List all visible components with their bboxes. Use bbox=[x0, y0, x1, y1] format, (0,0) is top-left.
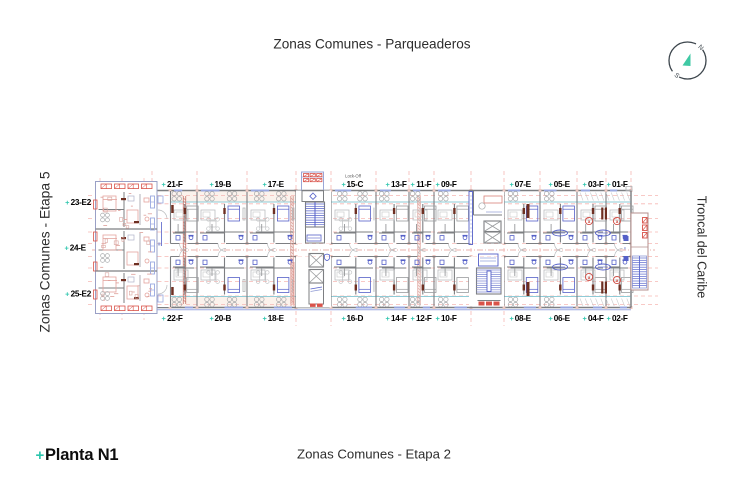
svg-text:22-F: 22-F bbox=[167, 314, 183, 323]
svg-text:+: + bbox=[549, 314, 554, 323]
svg-text:N: N bbox=[696, 44, 704, 53]
svg-text:+: + bbox=[65, 290, 70, 299]
svg-text:▮: ▮ bbox=[624, 246, 626, 250]
svg-text:+: + bbox=[65, 198, 70, 207]
svg-text:08-E: 08-E bbox=[515, 314, 532, 323]
svg-text:Planta N1: Planta N1 bbox=[45, 446, 118, 464]
svg-text:+: + bbox=[510, 314, 515, 323]
svg-text:+: + bbox=[510, 180, 515, 189]
svg-text:+: + bbox=[65, 244, 70, 253]
svg-text:+: + bbox=[436, 180, 441, 189]
svg-text:25-E2: 25-E2 bbox=[71, 290, 92, 299]
svg-text:+: + bbox=[210, 314, 215, 323]
svg-text:16-D: 16-D bbox=[347, 314, 364, 323]
svg-text:Lock-Off: Lock-Off bbox=[345, 174, 362, 179]
svg-text:09-F: 09-F bbox=[441, 180, 457, 189]
svg-text:+: + bbox=[583, 180, 588, 189]
svg-text:07-E: 07-E bbox=[515, 180, 532, 189]
svg-text:Troncal del Caribe: Troncal del Caribe bbox=[695, 196, 709, 298]
svg-text:19-B: 19-B bbox=[215, 180, 232, 189]
svg-text:+: + bbox=[549, 180, 554, 189]
svg-text:a: a bbox=[588, 275, 591, 280]
svg-text:+: + bbox=[263, 180, 268, 189]
svg-text:+: + bbox=[386, 180, 391, 189]
svg-text:21-F: 21-F bbox=[167, 180, 183, 189]
svg-text:06-E: 06-E bbox=[554, 314, 571, 323]
svg-text:+: + bbox=[162, 314, 167, 323]
svg-text:S: S bbox=[673, 72, 681, 81]
svg-text:+: + bbox=[342, 180, 347, 189]
svg-text:18-E: 18-E bbox=[268, 314, 285, 323]
svg-text:a: a bbox=[616, 278, 619, 283]
svg-text:01-F: 01-F bbox=[612, 180, 628, 189]
svg-text:+: + bbox=[607, 180, 612, 189]
svg-text:03-F: 03-F bbox=[588, 180, 604, 189]
svg-text:11-F: 11-F bbox=[416, 180, 431, 189]
svg-text:20-B: 20-B bbox=[215, 314, 232, 323]
svg-text:+: + bbox=[36, 447, 45, 464]
svg-text:04-F: 04-F bbox=[588, 314, 604, 323]
svg-text:+: + bbox=[162, 180, 167, 189]
svg-text:17-E: 17-E bbox=[268, 180, 285, 189]
svg-text:Zonas Comunes - Etapa 5: Zonas Comunes - Etapa 5 bbox=[38, 171, 53, 332]
svg-text:23-E2: 23-E2 bbox=[71, 198, 92, 207]
svg-text:Zonas Comunes - Parqueaderos: Zonas Comunes - Parqueaderos bbox=[273, 37, 470, 52]
svg-text:10-F: 10-F bbox=[441, 314, 457, 323]
svg-text:14-F: 14-F bbox=[391, 314, 407, 323]
svg-text:+: + bbox=[411, 180, 416, 189]
svg-text:a: a bbox=[616, 219, 619, 224]
svg-text:a: a bbox=[588, 219, 591, 224]
svg-text:+: + bbox=[583, 314, 588, 323]
svg-text:15-C: 15-C bbox=[347, 180, 364, 189]
svg-text:02-F: 02-F bbox=[612, 314, 628, 323]
svg-text:+: + bbox=[263, 314, 268, 323]
svg-text:+: + bbox=[386, 314, 391, 323]
svg-text:+: + bbox=[210, 180, 215, 189]
svg-text:Zonas Comunes - Etapa 2: Zonas Comunes - Etapa 2 bbox=[297, 447, 451, 462]
svg-text:▮▮: ▮▮ bbox=[157, 242, 161, 246]
svg-text:05-E: 05-E bbox=[554, 180, 571, 189]
svg-text:+: + bbox=[411, 314, 416, 323]
svg-text:+: + bbox=[342, 314, 347, 323]
svg-text:+: + bbox=[436, 314, 441, 323]
svg-text:+: + bbox=[607, 314, 612, 323]
svg-text:12-F: 12-F bbox=[416, 314, 432, 323]
svg-text:13-F: 13-F bbox=[391, 180, 407, 189]
svg-text:24-E: 24-E bbox=[70, 244, 87, 253]
